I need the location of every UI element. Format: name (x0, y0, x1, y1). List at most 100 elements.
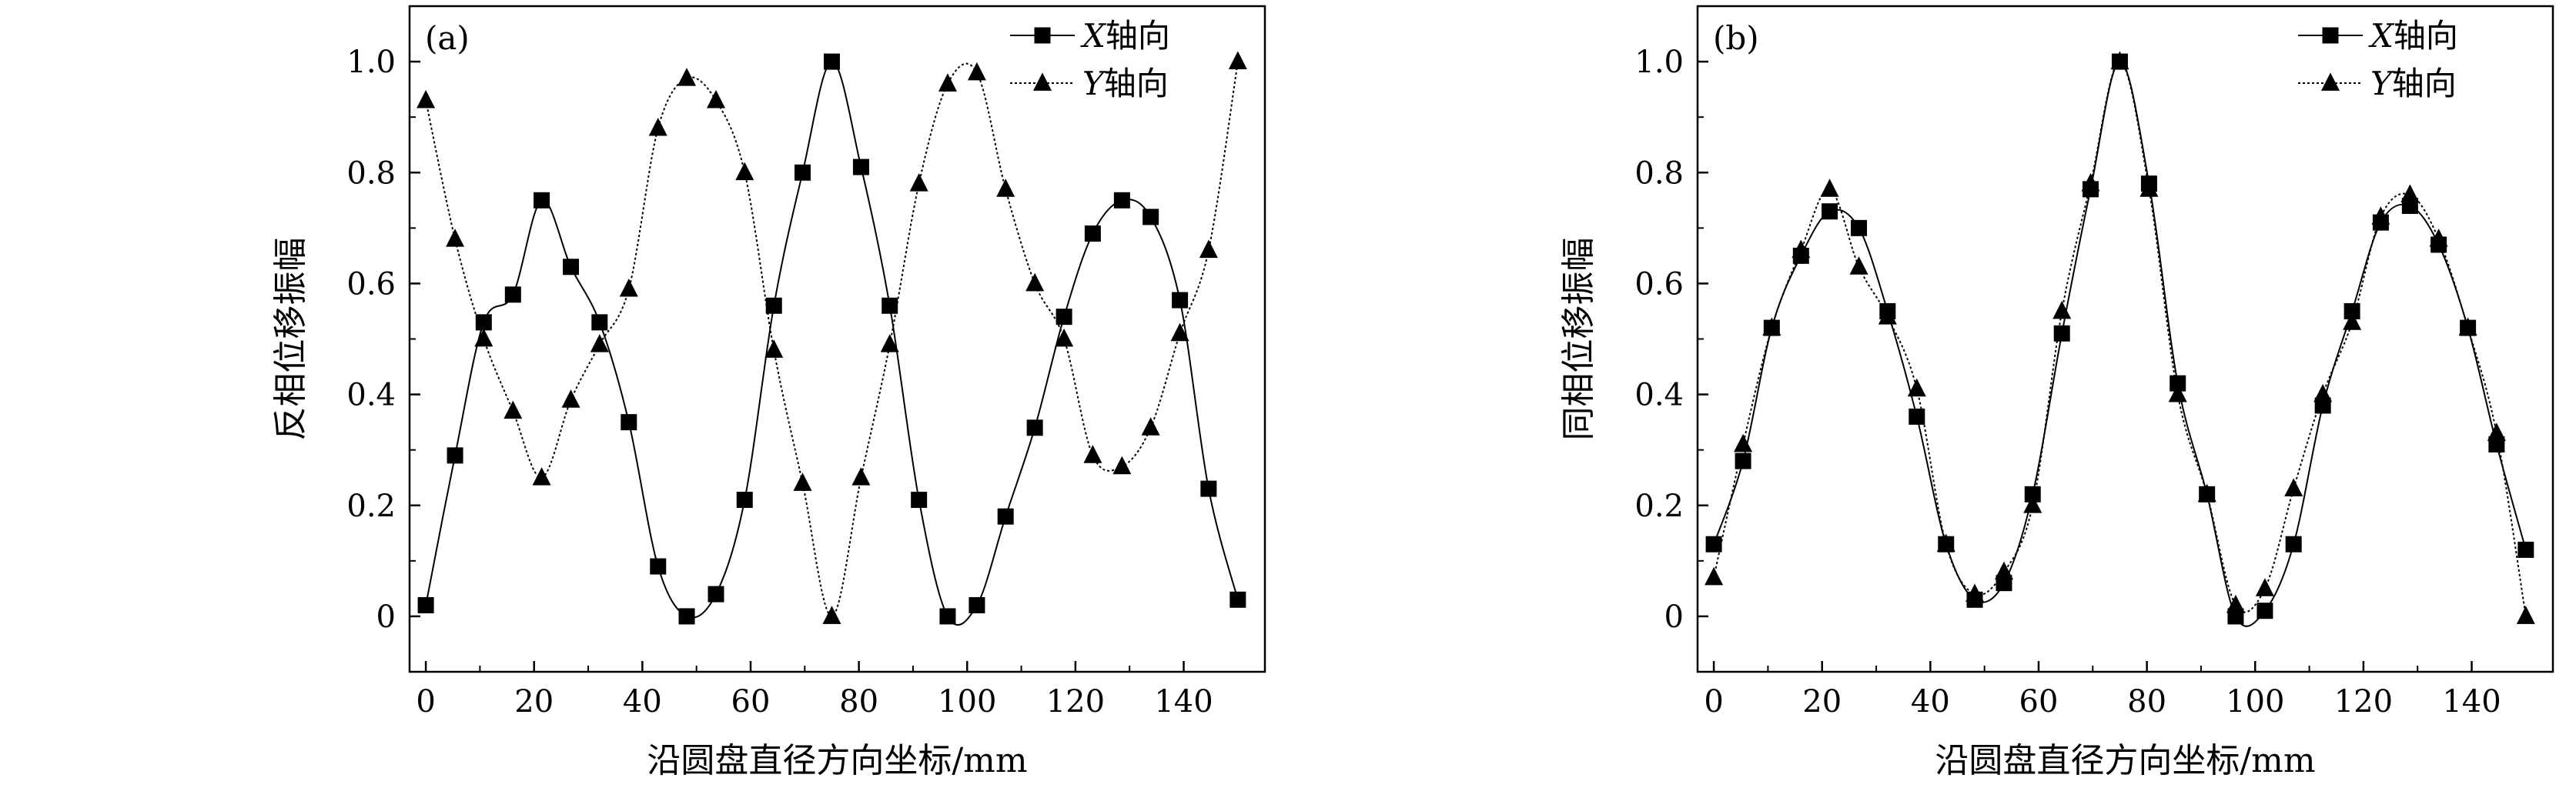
square-data-point (1172, 292, 1189, 309)
legend-label: X轴向 (2368, 17, 2458, 55)
triangle-data-point (880, 334, 899, 352)
triangle-data-point (619, 278, 638, 297)
triangle-data-point (677, 68, 697, 86)
y-tick-label: 1.0 (1634, 45, 1684, 80)
square-data-point (650, 558, 667, 575)
legend-label-suffix: 轴向 (2394, 17, 2458, 55)
x-tick-label: 80 (839, 684, 878, 720)
x-tick-label: 0 (1704, 684, 1723, 720)
square-data-point (1142, 209, 1159, 225)
triangle-data-point (1878, 306, 1897, 325)
y-axis-label: 反相位移振幅 (271, 238, 310, 441)
triangle-data-point (1228, 51, 1247, 69)
square-data-point (2170, 375, 2186, 392)
legend-label: X轴向 (1080, 17, 1170, 55)
triangle-data-point (1936, 533, 1955, 553)
legend-square-icon (2322, 27, 2339, 44)
square-data-point (794, 164, 811, 181)
series-x-axis (417, 53, 1246, 626)
square-data-point (2517, 541, 2534, 558)
square-data-point (621, 414, 637, 431)
square-data-point (765, 297, 782, 314)
y-tick-label: 0.4 (1634, 378, 1684, 413)
y-tick-label: 0.6 (1634, 266, 1684, 302)
square-data-point (1084, 225, 1101, 242)
legend-label-variable: Y (1082, 65, 1107, 102)
square-data-point (1200, 480, 1217, 497)
square-data-point (1909, 408, 1925, 425)
panel-label: (a) (425, 19, 470, 57)
triangle-data-point (2284, 478, 2303, 497)
triangle-data-point (446, 229, 465, 247)
square-data-point (591, 314, 608, 331)
triangle-data-point (1025, 272, 1045, 292)
triangle-data-point (1055, 328, 1074, 347)
triangle-data-point (706, 89, 725, 109)
square-data-point (417, 597, 434, 613)
square-data-point (563, 259, 580, 275)
triangle-data-point (1199, 239, 1218, 259)
square-data-point (911, 492, 928, 509)
triangle-data-point (822, 606, 841, 624)
panel-label: (b) (1713, 19, 1759, 57)
square-data-point (2285, 536, 2302, 553)
y-tick-label: 0.8 (346, 155, 396, 191)
triangle-data-point (2371, 206, 2390, 225)
series-line (1713, 61, 2527, 627)
triangle-data-point (2343, 312, 2362, 330)
plot-frame (1696, 5, 2554, 673)
x-tick-label: 120 (1046, 684, 1105, 720)
plot-frame (408, 5, 1266, 673)
triangle-data-point (561, 389, 580, 408)
triangle-data-point (2458, 317, 2477, 336)
triangle-data-point (1907, 378, 1926, 397)
square-data-point (447, 447, 463, 464)
square-data-point (534, 192, 550, 209)
square-data-point (1735, 452, 1751, 469)
y-tick-label: 0.6 (346, 266, 396, 302)
triangle-data-point (1994, 561, 2013, 580)
square-data-point (1705, 536, 1722, 553)
y-axis-label: 同相位移振幅 (1559, 238, 1598, 441)
triangle-data-point (909, 173, 928, 192)
square-data-point (823, 53, 840, 70)
chart-panel-b: 0 20 40 60 80 100 120 140 0 0.2 0.4 0.6 0.8 1.0 沿圆盘直径方… (1559, 5, 2554, 780)
y-tick-label: 1.0 (346, 45, 396, 80)
legend-label-variable: X (2368, 17, 2395, 55)
triangle-data-point (938, 73, 957, 92)
triangle-data-point (2400, 184, 2420, 202)
y-tick-label: 0.4 (346, 378, 396, 413)
triangle-data-point (2516, 606, 2535, 624)
triangle-data-point (967, 62, 986, 81)
triangle-data-point (1734, 433, 1753, 452)
square-data-point (1822, 203, 1838, 220)
triangle-data-point (1112, 456, 1132, 475)
x-tick-label: 40 (1911, 684, 1950, 720)
triangle-data-point (2110, 51, 2129, 69)
series-line (425, 61, 1239, 617)
x-tick-label: 40 (623, 684, 662, 720)
legend: X轴向 Y轴向 (1010, 17, 1170, 102)
x-tick-label: 60 (731, 684, 771, 720)
triangle-data-point (1965, 583, 1985, 602)
series-y-axis (1705, 51, 2535, 624)
triangle-data-point (1141, 417, 1160, 436)
square-data-point (882, 297, 898, 314)
x-tick-label: 80 (2127, 684, 2166, 720)
triangle-data-point (2168, 383, 2187, 402)
legend-label-variable: X (1080, 17, 1107, 55)
y-tick-label: 0 (376, 599, 396, 635)
triangle-data-point (1820, 179, 1839, 197)
square-data-point (2024, 486, 2041, 503)
square-data-point (852, 159, 869, 175)
triangle-data-point (1170, 322, 1189, 342)
x-tick-label: 60 (2019, 684, 2059, 720)
square-data-point (1229, 591, 1246, 608)
triangle-data-point (532, 467, 551, 486)
x-tick-label: 20 (514, 684, 554, 720)
x-tick-label: 100 (2226, 684, 2284, 720)
legend-triangle-icon (1033, 72, 1052, 91)
square-data-point (504, 286, 521, 303)
legend-label: Y轴向 (1082, 65, 1169, 102)
y-tick-label: 0.2 (346, 489, 396, 524)
